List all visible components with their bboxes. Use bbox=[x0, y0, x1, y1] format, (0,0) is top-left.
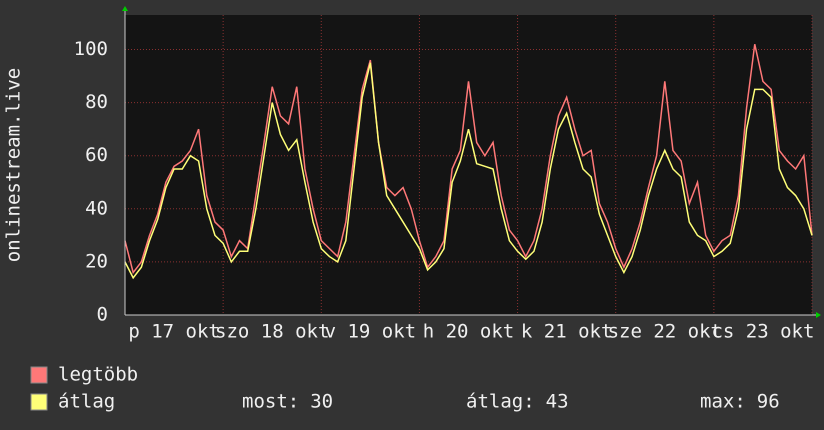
y-axis-label: onlinestream.live bbox=[3, 68, 25, 262]
x-tick-label: szo 18 okt bbox=[215, 321, 329, 343]
legend-swatch bbox=[30, 366, 48, 384]
y-tick-label: 100 bbox=[74, 38, 108, 60]
stat-value: 96 bbox=[757, 391, 780, 413]
x-tick-label: k 21 okt bbox=[521, 321, 613, 343]
axis-arrow bbox=[122, 6, 128, 11]
y-tick-label: 0 bbox=[97, 304, 108, 326]
x-tick-label: cs 23 okt bbox=[711, 321, 814, 343]
x-tick-label: sze 22 okt bbox=[608, 321, 722, 343]
stat-label: max: bbox=[700, 391, 746, 413]
legend-label: átlag bbox=[58, 391, 115, 413]
legend-label: legtöbb bbox=[58, 364, 138, 386]
y-tick-label: 20 bbox=[85, 250, 108, 272]
stat-value: 43 bbox=[546, 391, 569, 413]
y-tick-label: 80 bbox=[85, 91, 108, 113]
x-tick-label: h 20 okt bbox=[423, 321, 515, 343]
legend-swatch bbox=[30, 393, 48, 411]
stat-label: átlag: bbox=[466, 391, 535, 413]
axis-arrow bbox=[816, 312, 821, 318]
stat-label: most: bbox=[242, 391, 299, 413]
series-line bbox=[124, 62, 813, 280]
series-line bbox=[124, 44, 813, 275]
stat-value: 30 bbox=[310, 391, 333, 413]
plot-area bbox=[125, 15, 812, 315]
x-tick-label: p 17 okt bbox=[128, 321, 220, 343]
y-tick-label: 40 bbox=[85, 197, 108, 219]
x-tick-label: v 19 okt bbox=[325, 321, 417, 343]
y-tick-label: 60 bbox=[85, 144, 108, 166]
